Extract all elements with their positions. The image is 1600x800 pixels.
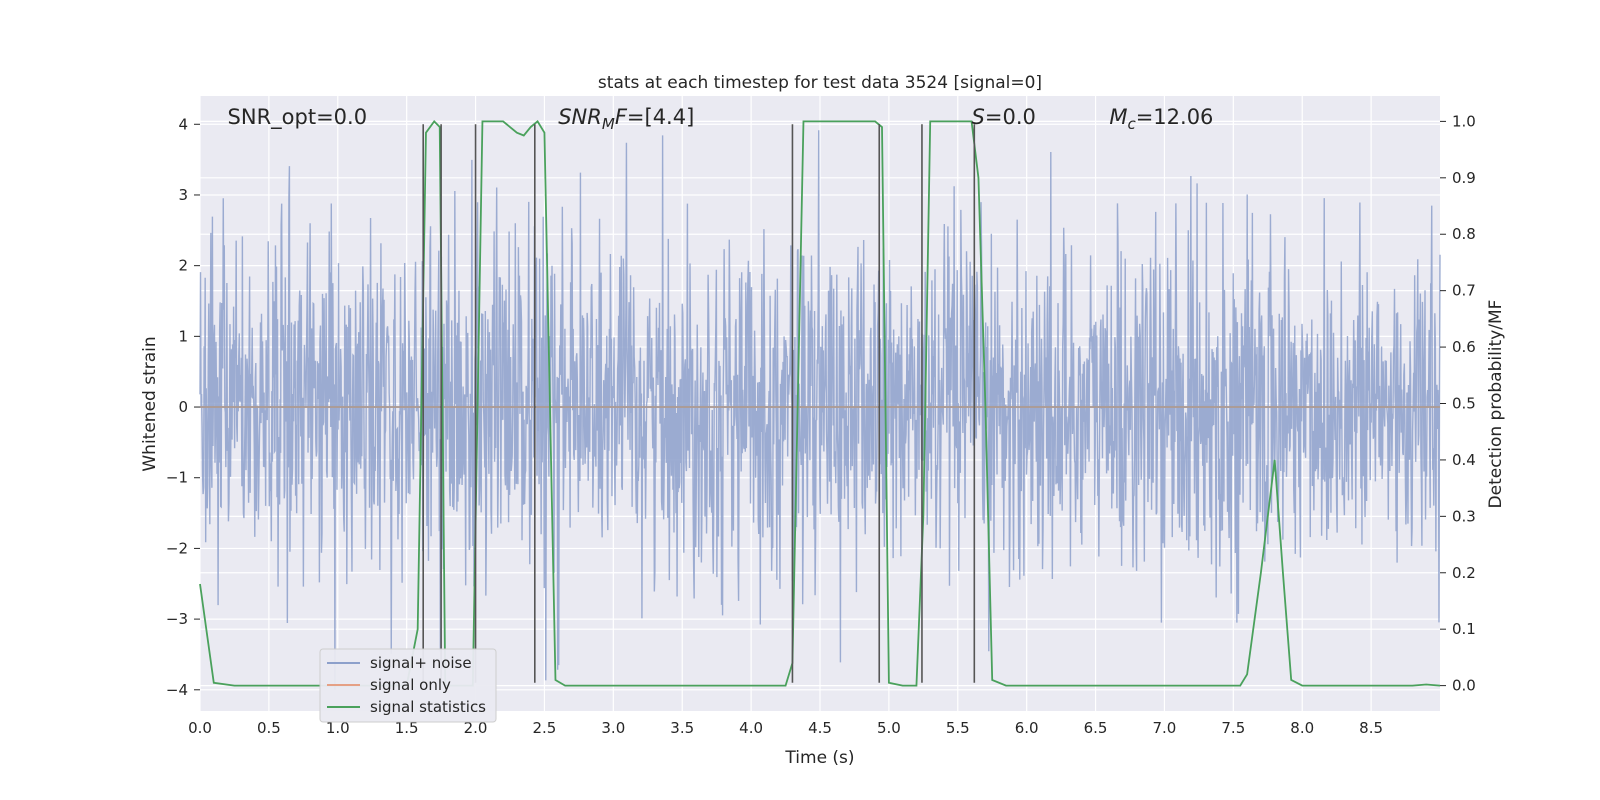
x-axis-label: Time (s) bbox=[784, 748, 854, 768]
y2-tick-label: 0.8 bbox=[1452, 225, 1476, 243]
x-tick-label: 0.0 bbox=[188, 719, 212, 737]
x-tick-label: 5.0 bbox=[877, 719, 901, 737]
y-tick-label: −2 bbox=[166, 539, 188, 557]
y-tick-label: 4 bbox=[178, 115, 188, 133]
y2-axis-ticks: 1.0 0.9 0.8 0.7 0.6 0.5 0.4 0.3 0.2 0.1 0.0 bbox=[1440, 112, 1476, 694]
y2-tick-label: 0.7 bbox=[1452, 282, 1476, 300]
x-tick-label: 2.5 bbox=[533, 719, 557, 737]
x-tick-label: 3.5 bbox=[670, 719, 694, 737]
legend-label-signal-noise: signal+ noise bbox=[370, 654, 472, 672]
annotation: SNRMF=[4.4] bbox=[558, 105, 694, 133]
y2-tick-label: 0.4 bbox=[1452, 451, 1476, 469]
y-tick-label: −1 bbox=[166, 469, 188, 487]
y-tick-label: 3 bbox=[178, 186, 188, 204]
x-tick-label: 7.5 bbox=[1221, 719, 1245, 737]
y2-tick-label: 1.0 bbox=[1452, 112, 1476, 130]
y2-tick-label: 0.3 bbox=[1452, 507, 1476, 525]
x-tick-label: 0.5 bbox=[257, 719, 281, 737]
annotation: SNR_opt=0.0 bbox=[228, 105, 368, 130]
y-tick-label: 2 bbox=[178, 257, 188, 275]
y2-tick-label: 0.2 bbox=[1452, 564, 1476, 582]
legend-label-signal-only: signal only bbox=[370, 676, 451, 694]
x-tick-label: 8.0 bbox=[1290, 719, 1314, 737]
legend: signal+ noise signal only signal statist… bbox=[320, 649, 496, 722]
y-tick-label: 1 bbox=[178, 327, 188, 345]
x-tick-label: 8.5 bbox=[1359, 719, 1383, 737]
legend-label-signal-statistics: signal statistics bbox=[370, 698, 486, 716]
x-tick-label: 4.5 bbox=[808, 719, 832, 737]
y2-tick-label: 0.0 bbox=[1452, 677, 1476, 695]
x-tick-label: 3.0 bbox=[601, 719, 625, 737]
annotation: Mc=12.06 bbox=[1109, 105, 1213, 133]
x-tick-label: 6.0 bbox=[1015, 719, 1039, 737]
y2-axis-label: Detection probability/MF bbox=[1486, 300, 1506, 509]
x-tick-label: 7.0 bbox=[1153, 719, 1177, 737]
y-tick-label: 0 bbox=[178, 398, 188, 416]
y2-tick-label: 0.5 bbox=[1452, 395, 1476, 413]
x-tick-label: 4.0 bbox=[739, 719, 763, 737]
y2-tick-label: 0.1 bbox=[1452, 620, 1476, 638]
y2-tick-label: 0.9 bbox=[1452, 169, 1476, 187]
y-axis-ticks: 4 3 2 1 0 −1 −2 −3 −4 bbox=[166, 115, 200, 699]
y-axis-label: Whitened strain bbox=[140, 336, 160, 471]
y-tick-label: −4 bbox=[166, 681, 188, 699]
annotation: S=0.0 bbox=[972, 105, 1036, 129]
y2-tick-label: 0.6 bbox=[1452, 338, 1476, 356]
chart-title: stats at each timestep for test data 352… bbox=[598, 73, 1042, 93]
y-tick-label: −3 bbox=[166, 610, 188, 628]
x-tick-label: 5.5 bbox=[946, 719, 970, 737]
x-tick-label: 6.5 bbox=[1084, 719, 1108, 737]
